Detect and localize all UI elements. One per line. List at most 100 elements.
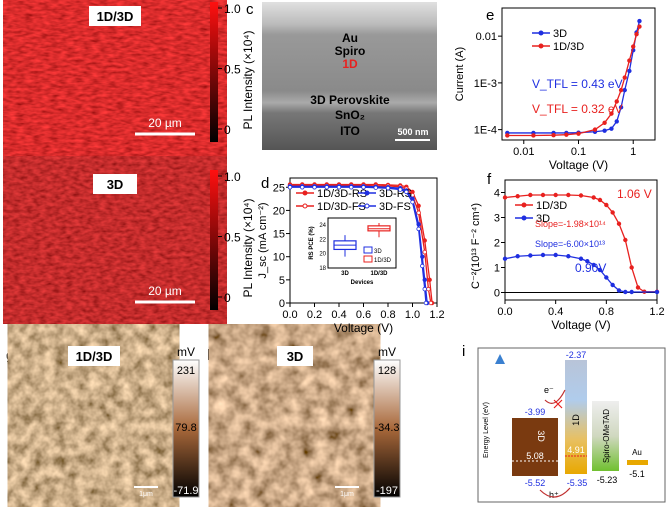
image-panels: a 1D/3D 20 µm 1.0 0.5 0 PL Intensity (×10⁴) b 3D… xyxy=(6,1,437,498)
block-top-value: -3.99 xyxy=(525,407,546,417)
colorbar-tick-label: 1.0 xyxy=(224,2,241,16)
data-point xyxy=(618,87,624,93)
data-point xyxy=(634,32,639,37)
inset-y-tick-label: 18 xyxy=(319,266,326,272)
y-axis-label: Energy Level (eV) xyxy=(483,402,490,458)
data-point xyxy=(553,192,558,198)
data-point xyxy=(629,289,634,295)
x-tick-label: 0.0 xyxy=(282,309,297,321)
legend-label: 3D xyxy=(553,28,567,40)
colorbar-tick-label: 0.5 xyxy=(224,231,241,245)
data-point xyxy=(426,286,431,292)
block-spiro xyxy=(592,401,619,471)
block-bottom-value: -5.52 xyxy=(525,478,546,488)
block-bottom-value: -5.23 xyxy=(597,475,618,485)
panel-label: h xyxy=(207,347,215,364)
block-au xyxy=(627,460,648,465)
scale-bar-label: 500 nm xyxy=(397,127,428,137)
data-point xyxy=(540,192,546,198)
block-label: Au xyxy=(632,448,642,457)
sample-tag: 3D xyxy=(107,177,124,192)
colorbar-tick-label: 231 xyxy=(177,365,195,377)
data-point xyxy=(622,75,627,80)
colorbar-tick-label: 1.0 xyxy=(224,170,241,184)
arrow-head-icon xyxy=(495,354,505,364)
legend-marker xyxy=(302,203,308,209)
x-axis-label: Voltage (V) xyxy=(334,321,393,335)
data-point xyxy=(592,127,598,132)
data-point xyxy=(287,185,293,190)
data-point xyxy=(604,202,609,208)
panel-b: b 3D 20 µm 1.0 0.5 0 PL Intensity (×10⁴) xyxy=(6,170,255,310)
data-point xyxy=(300,185,305,190)
inset-y-tick-label: 22 xyxy=(319,237,326,243)
series-line xyxy=(290,186,427,304)
legend-marker xyxy=(302,190,308,196)
data-point xyxy=(622,87,627,93)
data-point xyxy=(502,195,508,200)
inset-y-tick-label: 24 xyxy=(319,223,326,229)
colorbar-unit: mV xyxy=(378,345,396,359)
data-point xyxy=(564,132,569,137)
data-point xyxy=(597,197,603,203)
x-tick-label: 0.8 xyxy=(599,306,614,318)
panel-g: g 1D/3D 1μm mV 231 79.8 -71.9 xyxy=(6,340,200,498)
data-point xyxy=(610,282,615,288)
y-axis-label: J_sc (mA cm⁻²) xyxy=(257,202,269,278)
hole-arrow-icon xyxy=(539,487,571,498)
y-tick-label: 1E-4 xyxy=(474,125,497,137)
legend-label: 1D/3D xyxy=(536,200,567,212)
annotation: 0.90V xyxy=(575,261,606,275)
y-tick-label: 25 xyxy=(273,182,285,194)
data-point xyxy=(627,58,632,63)
x-tick-label: 1.2 xyxy=(649,306,664,318)
series-line xyxy=(290,185,428,304)
data-point xyxy=(553,252,558,258)
data-point xyxy=(627,68,632,74)
colorbar-tick-label: 0 xyxy=(224,123,231,137)
tag-box xyxy=(93,174,137,194)
annotation: Slope=-1.98×10¹⁴ xyxy=(535,219,606,229)
data-point xyxy=(637,18,642,24)
data-point xyxy=(398,187,403,192)
colorbar-title: PL Intensity (×10⁴) xyxy=(241,198,255,297)
data-point xyxy=(629,265,634,270)
x-tick-label: 0.4 xyxy=(548,306,563,318)
x-tick-label: 0.6 xyxy=(356,309,371,321)
x-tick-label: 0.4 xyxy=(331,309,346,321)
data-point xyxy=(404,189,409,195)
scale-bar-label: 1μm xyxy=(340,491,354,498)
y-tick-label: 5 xyxy=(279,275,285,287)
data-point xyxy=(576,131,581,136)
data-point xyxy=(528,192,533,198)
colorbar xyxy=(210,2,218,142)
data-point xyxy=(623,237,628,243)
data-point xyxy=(420,263,425,269)
legend-marker xyxy=(521,202,527,208)
data-point xyxy=(423,300,429,306)
data-point xyxy=(422,249,427,255)
data-point xyxy=(515,254,520,259)
annotation: 1.06 V xyxy=(617,187,652,201)
data-point xyxy=(324,185,329,190)
block-bottom-value: -5.1 xyxy=(629,469,645,479)
block-bottom-value: -5.35 xyxy=(567,478,588,488)
y-tick-label: 0 xyxy=(279,298,285,310)
data-point xyxy=(602,128,607,133)
x-tick-label: 0.8 xyxy=(380,309,395,321)
legend-marker xyxy=(364,203,370,209)
panel-label: i xyxy=(462,343,465,360)
annotation: V_TFL = 0.32 eV xyxy=(532,102,623,116)
colorbar xyxy=(172,359,200,498)
inset-legend-label: 1D/3D xyxy=(374,258,392,264)
data-point xyxy=(654,289,660,295)
inset-legend-label: 3D xyxy=(374,249,382,255)
layer-label: Spiro xyxy=(335,44,366,58)
block-top-value: -2.37 xyxy=(566,350,587,360)
panel-label: a xyxy=(6,29,15,46)
layer-label: 1D xyxy=(342,57,358,71)
inset-x-tick-label: 3D xyxy=(341,271,349,277)
afm-image xyxy=(22,340,165,497)
inset-y-label: RS PCE (%) xyxy=(309,226,315,259)
